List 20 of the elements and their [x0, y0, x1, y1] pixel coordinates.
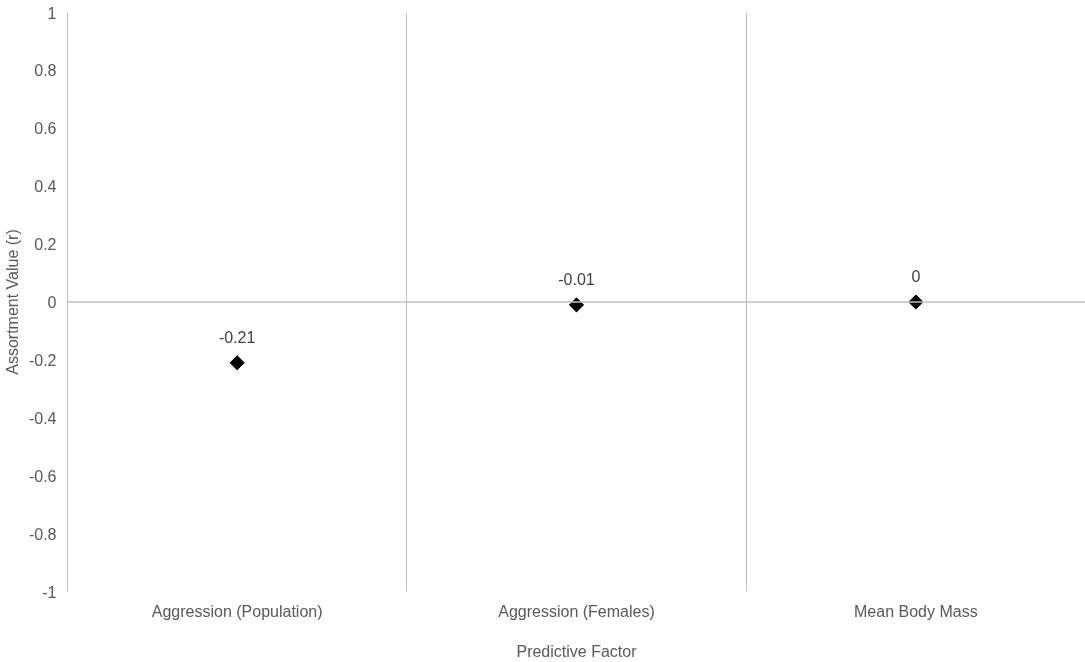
y-tick-label: 0 — [47, 294, 57, 311]
y-tick-label: 0.8 — [34, 62, 57, 80]
x-axis-title: Predictive Factor — [516, 642, 638, 660]
y-tick-label: -0.4 — [28, 409, 57, 427]
data-label: -0.21 — [218, 328, 256, 346]
y-axis-title: Assortment Value (r) — [3, 229, 21, 375]
y-tick-label: -1 — [42, 583, 57, 601]
x-tick-label: Aggression (Females) — [498, 602, 655, 620]
y-tick-label: -0.8 — [28, 525, 57, 543]
y-tick-label: -0.6 — [28, 467, 57, 485]
point — [229, 355, 245, 371]
y-tick-label: 0.4 — [34, 178, 57, 196]
data-label: 0 — [911, 268, 921, 285]
data-label: -0.01 — [558, 270, 595, 288]
x-tick-label: Aggression (Population) — [151, 602, 323, 620]
y-tick-label: 0.6 — [34, 120, 57, 138]
y-tick-label: 0.2 — [34, 236, 57, 254]
y-tick-label: -0.2 — [28, 351, 57, 369]
y-tick-label: 1 — [47, 4, 57, 22]
x-tick-label: Mean Body Mass — [854, 602, 978, 620]
